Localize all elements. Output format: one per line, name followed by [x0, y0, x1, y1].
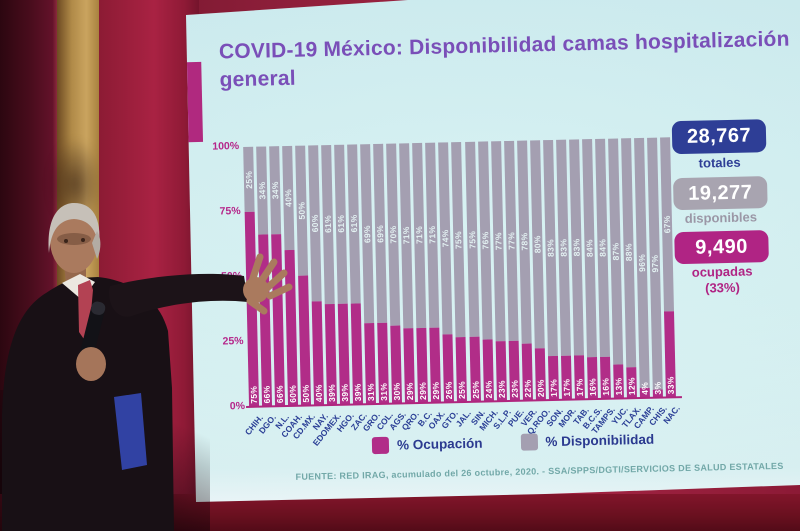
- presenter-brow-shadow: [57, 233, 91, 245]
- bar-value-label-ocupacion: 31%: [378, 382, 390, 401]
- bar-value-label-disponibilidad: 77%: [505, 231, 517, 251]
- legend-label-disponibilidad: % Disponibilidad: [545, 431, 655, 450]
- bar-value-label-ocupacion: 23%: [509, 379, 520, 399]
- stat-badge-totales: 28,767: [671, 119, 767, 155]
- slide-title: COVID-19 México: Disponibilidad camas ho…: [218, 27, 790, 92]
- bar-value-label-ocupacion: 24%: [483, 380, 494, 399]
- presenter-hand-left: [76, 347, 106, 381]
- legend-item-ocupacion: % Ocupación: [371, 435, 483, 455]
- bar-value-label-ocupacion: 16%: [600, 377, 611, 396]
- bar-value-label-disponibilidad: 83%: [571, 238, 582, 257]
- screen-light-reflection: [114, 393, 147, 470]
- legend-item-disponibilidad: % Disponibilidad: [520, 431, 654, 451]
- bar-value-label-ocupacion: 23%: [496, 380, 507, 399]
- bar-value-label-ocupacion: 25%: [457, 381, 468, 400]
- bar-value-label-disponibilidad: 61%: [335, 214, 347, 234]
- stat-sublabel-ocupadas: (33%): [704, 279, 740, 296]
- bar-value-label-disponibilidad: 84%: [597, 238, 608, 258]
- y-axis-tick-label: 100%: [212, 140, 240, 153]
- bar-value-label-ocupacion: 4%: [639, 381, 650, 396]
- bar-value-label-ocupacion: 31%: [365, 383, 377, 402]
- bar-value-label-disponibilidad: 74%: [440, 229, 451, 248]
- bar-value-label-ocupacion: 17%: [548, 378, 559, 398]
- bar-value-label-disponibilidad: 75%: [453, 230, 465, 249]
- slide-source-footer: FUENTE: RED IRAG, acumulado del 26 octub…: [295, 460, 784, 482]
- bar-value-label-disponibilidad: 71%: [401, 226, 412, 245]
- bar-value-label-ocupacion: 33%: [665, 376, 676, 395]
- bar-value-label-disponibilidad: 71%: [427, 225, 438, 245]
- bar-value-label-ocupacion: 39%: [326, 383, 338, 403]
- bar-value-label-disponibilidad: 83%: [558, 238, 569, 257]
- bar-value-label-disponibilidad: 80%: [531, 235, 543, 254]
- slide-accent-bar: [186, 61, 204, 143]
- bar-value-label-disponibilidad: 77%: [492, 232, 504, 251]
- legend-swatch-ocupacion-icon: [371, 436, 390, 455]
- bar-value-label-disponibilidad: 61%: [348, 214, 360, 233]
- bar-value-label-disponibilidad: 84%: [584, 239, 595, 258]
- bar-value-label-disponibilidad: 71%: [414, 226, 425, 245]
- bar-value-label-ocupacion: 22%: [522, 379, 533, 398]
- presenter-arm: [109, 273, 248, 317]
- presenter-face: [50, 207, 98, 273]
- stat-label-ocupadas: ocupadas: [691, 263, 753, 280]
- stat-badge-disponibles: 19,277: [672, 176, 768, 211]
- stat-badge-ocupadas: 9,490: [674, 230, 769, 265]
- bar-value-label-ocupacion: 13%: [613, 377, 624, 396]
- bar-value-label-ocupacion: 29%: [430, 381, 442, 400]
- presenter-eye-right: [81, 238, 85, 242]
- stat-label-totales: totales: [698, 154, 741, 171]
- bar-value-label-ocupacion: 29%: [404, 382, 416, 401]
- bar-value-label-ocupacion: 16%: [587, 378, 598, 397]
- bar-value-label-disponibilidad: 83%: [545, 238, 556, 258]
- bar-value-label-ocupacion: 29%: [417, 381, 429, 401]
- bar-value-label-disponibilidad: 69%: [362, 224, 373, 243]
- presenter-hair-side: [92, 231, 101, 259]
- bar-value-label-ocupacion: 12%: [626, 377, 637, 396]
- presenter-hair: [48, 203, 100, 253]
- bar-value-label-ocupacion: 20%: [535, 379, 546, 398]
- bar-value-label-disponibilidad: 69%: [375, 224, 386, 243]
- stat-label-disponibles: disponibles: [684, 209, 758, 226]
- presenter: [2, 203, 293, 531]
- bar-value-label-ocupacion: 39%: [352, 383, 364, 402]
- bar-value-label-ocupacion: 39%: [339, 383, 351, 402]
- bar-value-label-disponibilidad: 78%: [518, 232, 530, 252]
- legend-swatch-disponibilidad-icon: [520, 433, 538, 451]
- presenter-hand: [243, 253, 293, 315]
- bar-value-label-disponibilidad: 75%: [466, 230, 478, 249]
- bar-value-label-disponibilidad: 70%: [388, 225, 399, 244]
- bar-value-label-ocupacion: 3%: [652, 381, 663, 395]
- bar-value-label-ocupacion: 30%: [391, 382, 403, 401]
- bar-value-label-ocupacion: 17%: [574, 378, 585, 397]
- presenter-eye-left: [64, 239, 68, 243]
- bar-value-label-ocupacion: 26%: [443, 381, 455, 400]
- bar-value-label-ocupacion: 25%: [470, 380, 481, 399]
- legend-label-ocupacion: % Ocupación: [396, 435, 483, 453]
- bar-value-label-ocupacion: 17%: [561, 378, 572, 397]
- bar-value-label-disponibilidad: 76%: [479, 231, 491, 250]
